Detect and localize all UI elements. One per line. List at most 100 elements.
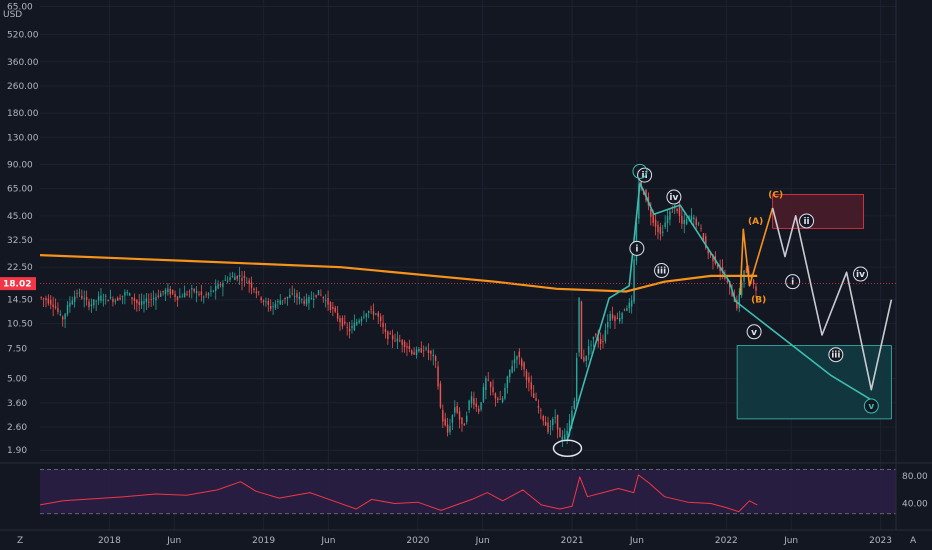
candle-body <box>599 338 602 345</box>
auto-scale-button[interactable]: A <box>910 536 917 546</box>
candle-body <box>258 291 260 293</box>
candle-body <box>626 308 628 311</box>
candle-body <box>497 398 499 401</box>
candle-body <box>162 290 164 293</box>
candle-body <box>105 295 107 297</box>
candle-body <box>133 298 136 302</box>
candle-body <box>425 347 427 350</box>
candle-body <box>456 405 458 413</box>
candle-body <box>344 321 346 324</box>
wave-label: i <box>791 278 794 288</box>
candle-body <box>434 356 437 361</box>
price-tick-label: 90.00 <box>7 161 33 171</box>
candle-body <box>279 300 281 305</box>
candle-body <box>401 340 403 345</box>
candle-body <box>504 387 506 399</box>
wave-label-circle <box>828 347 844 363</box>
candle-body <box>152 297 155 299</box>
wave-label-circle <box>863 398 879 414</box>
candle-body <box>289 294 291 298</box>
candle-body <box>752 279 755 285</box>
candle-body <box>552 419 554 426</box>
candle-body <box>619 317 621 322</box>
candle-body <box>466 415 468 422</box>
candle-body <box>731 290 733 297</box>
candle-body <box>66 305 69 315</box>
candle-body <box>494 393 497 399</box>
candle-body <box>298 296 301 300</box>
candle-body <box>203 296 205 298</box>
candle-body <box>537 405 540 408</box>
candle-body <box>499 399 501 400</box>
wave-label: (B) <box>751 296 766 306</box>
time-tick-label: 2020 <box>406 536 429 546</box>
candle-body <box>518 351 521 358</box>
candle-body <box>143 301 145 304</box>
candle-body <box>564 434 566 440</box>
candle-body <box>415 349 418 356</box>
wave-label: v <box>868 402 874 412</box>
candle-body <box>301 299 303 300</box>
candle-body <box>241 278 243 281</box>
candle-body <box>255 291 258 294</box>
candle-body <box>126 292 128 293</box>
candle-body <box>150 299 152 300</box>
price-tick-label: 14.50 <box>7 296 33 306</box>
candle-body <box>520 359 523 367</box>
candle-body <box>387 331 389 339</box>
candle-body <box>532 393 535 398</box>
candle-body <box>42 298 45 300</box>
candle-body <box>750 276 752 278</box>
wave-path-2 <box>771 207 893 391</box>
candle-body <box>124 292 126 296</box>
candle-body <box>334 307 336 312</box>
wave-label: ii <box>803 217 809 227</box>
moving-average-line <box>39 254 758 293</box>
time-tick-label: Jun <box>629 536 644 546</box>
candle-body <box>195 291 198 294</box>
price-tick-label: 22.50 <box>7 263 33 273</box>
candle-body <box>506 376 509 388</box>
candle-body <box>238 275 241 277</box>
candle-body <box>616 317 619 319</box>
candle-body <box>516 356 518 360</box>
candle-body <box>468 400 470 411</box>
candle-body <box>78 292 81 294</box>
time-tick-label: 2021 <box>561 536 584 546</box>
wave-label: iv <box>856 270 865 280</box>
wave-path-0 <box>566 182 874 440</box>
candle-body <box>609 314 611 321</box>
candle-body <box>224 279 226 281</box>
candle-body <box>604 330 607 342</box>
candle-body <box>509 369 511 378</box>
candle-body <box>164 289 167 295</box>
time-tick-label: 2019 <box>252 536 275 546</box>
candle-body <box>171 290 174 294</box>
candle-body <box>528 377 530 383</box>
candle-body <box>738 294 740 309</box>
candle-body <box>272 306 274 307</box>
candle-body <box>109 296 112 299</box>
candle-body <box>707 249 709 254</box>
candle-body <box>358 320 360 323</box>
candle-body <box>317 290 320 296</box>
candle-body <box>442 409 444 422</box>
candle-body <box>356 322 358 325</box>
auto-zoom-button-left[interactable]: Z <box>17 536 23 546</box>
candle-body <box>451 415 454 423</box>
candle-body <box>69 302 71 307</box>
candle-body <box>389 333 391 335</box>
candle-body <box>351 325 353 329</box>
rsi-band <box>40 469 896 514</box>
candle-body <box>303 300 305 304</box>
rsi-tick-label: 40.00 <box>902 500 928 510</box>
candle-body <box>477 408 480 412</box>
candle-body <box>250 282 253 288</box>
candle-body <box>61 316 64 320</box>
candle-body <box>57 308 59 312</box>
candle-body <box>322 297 325 299</box>
candle-body <box>633 259 635 302</box>
candle-body <box>179 295 181 298</box>
candle-body <box>717 264 719 268</box>
